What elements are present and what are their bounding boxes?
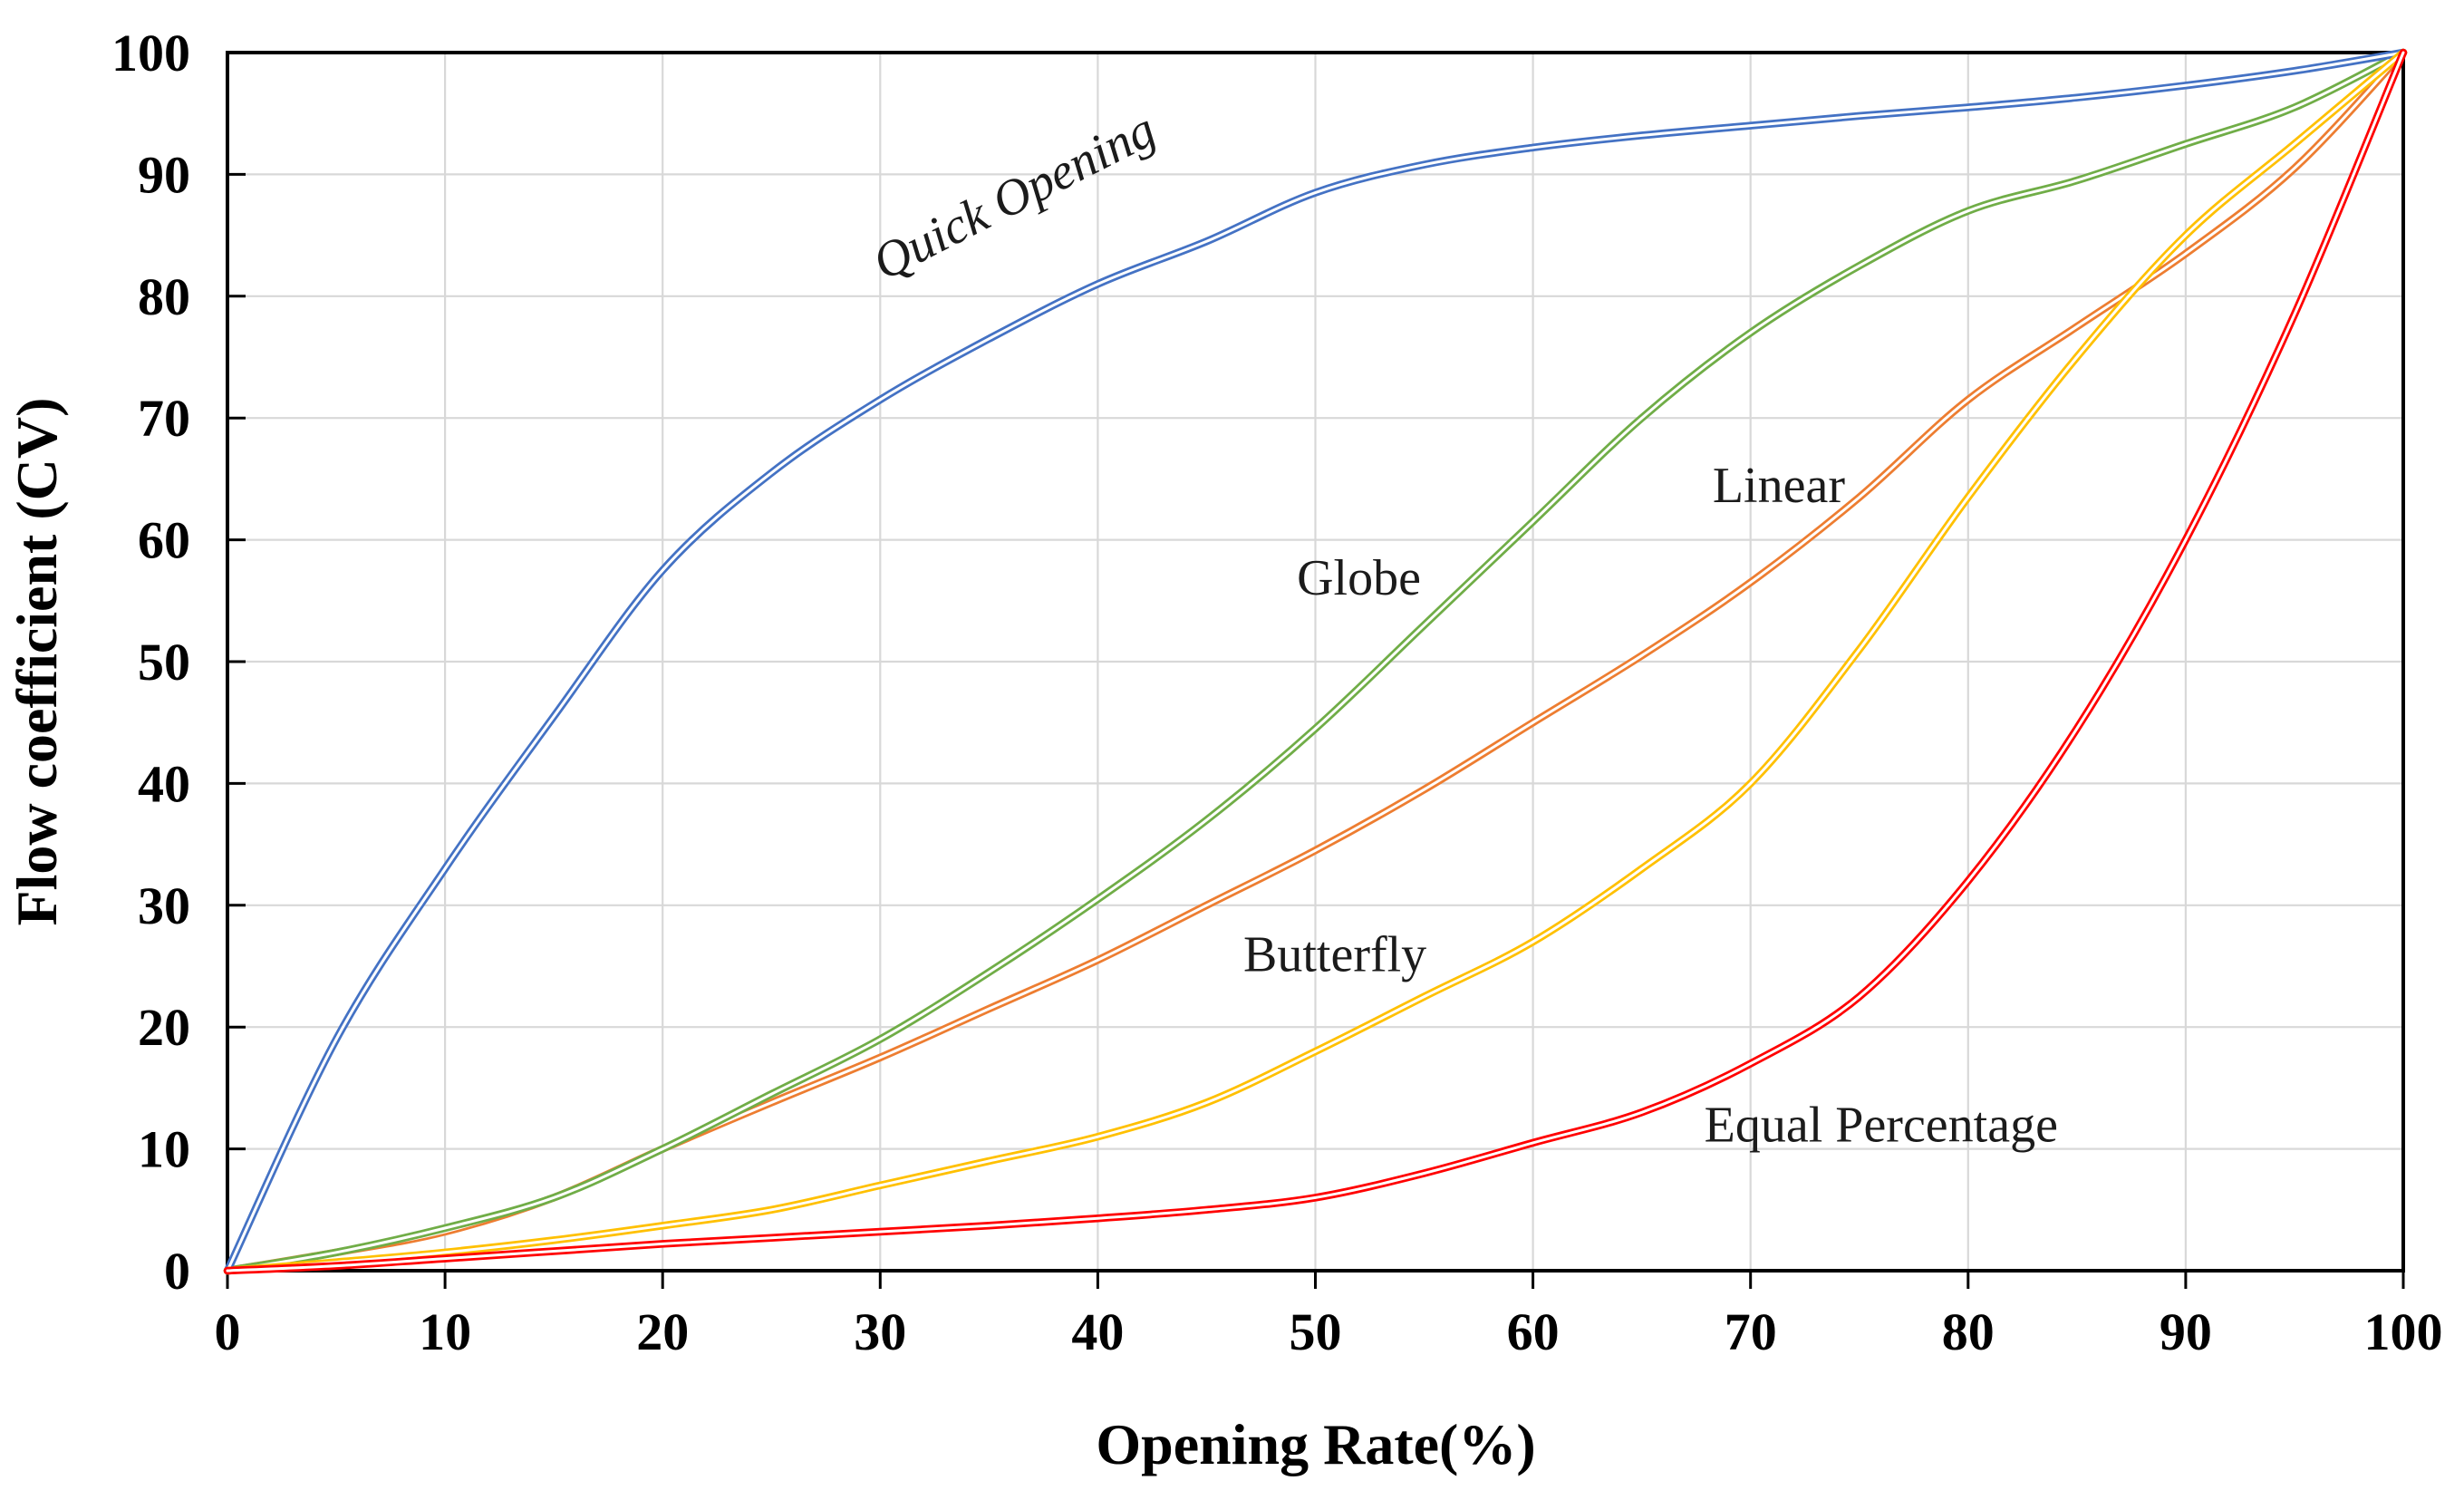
series-line-inner-quick-opening: [226, 51, 2405, 1273]
x-tick-label: 30: [854, 1302, 906, 1361]
y-tick-label: 60: [138, 511, 190, 570]
series-label-quick-opening: Quick Opening: [864, 102, 1164, 292]
series-line-inner-equal-percentage: [226, 51, 2405, 1273]
y-tick-label: 30: [138, 876, 190, 935]
x-tick-label: 20: [636, 1302, 689, 1361]
y-tick-label: 90: [138, 145, 190, 204]
x-tick-label: 60: [1507, 1302, 1560, 1361]
x-tick-label: 70: [1725, 1302, 1777, 1361]
y-tick-label: 80: [138, 267, 190, 326]
series-line-inner-butterfly: [226, 51, 2405, 1273]
series-label-butterfly: Butterfly: [1243, 926, 1426, 982]
x-tick-label: 100: [2364, 1302, 2443, 1361]
x-tick-label: 0: [215, 1302, 241, 1361]
y-tick-label: 20: [138, 998, 190, 1057]
x-tick-label: 50: [1290, 1302, 1342, 1361]
x-tick-label: 90: [2160, 1302, 2212, 1361]
x-tick-label: 80: [1942, 1302, 1995, 1361]
y-tick-label: 100: [111, 24, 190, 82]
y-tick-label: 40: [138, 754, 190, 813]
y-axis-title: Flow coefficient (CV): [5, 398, 69, 926]
series-line-inner-globe: [226, 51, 2405, 1273]
y-tick-label: 0: [164, 1242, 190, 1301]
x-tick-label: 10: [419, 1302, 471, 1361]
series-label-equal-percentage: Equal Percentage: [1705, 1098, 2058, 1154]
x-axis-title: Opening Rate(%): [1096, 1412, 1535, 1476]
y-tick-label: 50: [138, 633, 190, 692]
chart-generated-content: 0 10 20 30 40 50 60 70 80 90 100 0 10 20 30 40 50 60 70 80 9…: [111, 24, 2443, 1361]
series-label-globe: Globe: [1297, 550, 1421, 606]
series-label-linear: Linear: [1713, 458, 1845, 514]
y-tick-label: 10: [138, 1120, 190, 1179]
y-tick-label: 70: [138, 389, 190, 448]
x-tick-label: 40: [1071, 1302, 1124, 1361]
